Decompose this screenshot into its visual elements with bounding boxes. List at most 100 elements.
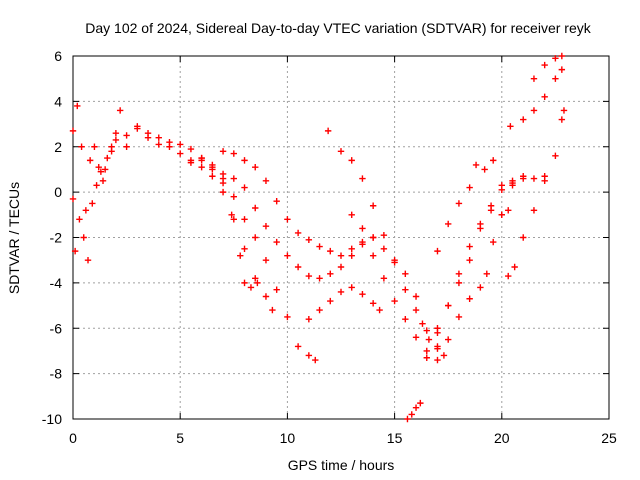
data-point	[404, 415, 411, 423]
data-point	[294, 263, 302, 271]
data-point	[391, 297, 398, 305]
series-track-2	[69, 123, 276, 314]
series-track-10	[434, 173, 548, 364]
data-point	[284, 313, 291, 321]
data-point	[262, 222, 270, 230]
data-point	[348, 252, 355, 259]
data-point	[337, 252, 345, 259]
data-point	[520, 173, 527, 180]
data-point	[93, 182, 100, 189]
data-point	[305, 236, 313, 243]
data-point	[560, 107, 568, 114]
data-point	[520, 234, 527, 241]
data-point	[483, 270, 490, 277]
data-point	[247, 284, 255, 291]
data-point	[440, 352, 448, 359]
data-point	[327, 247, 334, 255]
data-point	[412, 306, 420, 314]
data-point	[408, 411, 415, 418]
data-point	[108, 148, 115, 155]
data-point	[305, 315, 313, 323]
data-point	[498, 182, 505, 189]
data-point	[412, 334, 420, 341]
series-track-14	[507, 66, 566, 130]
data-point	[445, 336, 452, 343]
data-point	[69, 127, 77, 135]
data-point	[177, 141, 184, 148]
data-point	[187, 159, 195, 166]
data-point	[434, 356, 441, 364]
y-tick-label: -8	[50, 366, 63, 382]
data-point	[252, 234, 259, 241]
data-point	[369, 300, 377, 307]
data-point	[412, 293, 420, 300]
data-point	[455, 200, 463, 207]
data-point	[82, 207, 90, 214]
data-point	[316, 243, 323, 250]
data-point	[477, 225, 484, 232]
data-point	[155, 134, 162, 141]
data-point	[312, 356, 319, 364]
data-point	[425, 336, 433, 343]
data-point	[294, 343, 302, 350]
y-tick-label: -2	[50, 230, 63, 246]
data-point	[423, 354, 430, 361]
x-tick-label: 20	[494, 430, 510, 446]
series-track-9	[402, 207, 512, 343]
data-point	[348, 284, 355, 291]
data-point	[155, 141, 162, 148]
data-point	[91, 143, 98, 150]
data-point	[316, 306, 323, 314]
data-point	[466, 184, 473, 191]
data-point	[166, 143, 173, 150]
data-point	[305, 352, 313, 359]
series-track-12	[434, 157, 527, 255]
y-axis-label: SDTVAR / TECUs	[6, 182, 22, 294]
series-track-6	[305, 284, 383, 323]
data-point	[273, 238, 280, 246]
data-point	[337, 288, 345, 296]
data-point	[359, 291, 366, 298]
data-point	[530, 207, 538, 214]
data-point	[104, 154, 111, 162]
data-point	[487, 202, 495, 209]
data-point	[71, 247, 79, 255]
y-tick-label: 4	[54, 93, 62, 109]
data-point	[123, 143, 130, 150]
data-point	[455, 270, 463, 277]
data-point	[209, 173, 216, 180]
data-point	[86, 157, 94, 164]
data-point	[509, 177, 516, 184]
data-point	[481, 166, 488, 173]
data-point	[455, 313, 463, 321]
data-point	[348, 245, 355, 253]
series-track-13	[505, 107, 568, 280]
data-point	[187, 145, 195, 153]
data-point	[80, 234, 87, 241]
data-point	[241, 245, 248, 253]
data-point	[466, 256, 473, 264]
data-point	[369, 252, 377, 259]
data-point	[324, 127, 332, 135]
data-point	[419, 320, 426, 327]
data-point	[254, 279, 261, 287]
data-point	[380, 275, 388, 282]
data-point	[241, 157, 248, 164]
data-point	[337, 148, 345, 155]
data-point	[511, 263, 518, 271]
data-point	[530, 175, 538, 182]
data-point	[134, 123, 141, 130]
data-point	[477, 284, 484, 291]
x-tick-label: 10	[280, 430, 296, 446]
data-point	[359, 225, 366, 232]
data-point	[101, 166, 109, 173]
data-point	[558, 52, 566, 60]
data-point	[219, 170, 227, 178]
data-point	[552, 55, 559, 62]
data-point	[230, 175, 237, 182]
data-point	[273, 286, 280, 293]
x-tick-label: 25	[601, 430, 617, 446]
data-point	[262, 256, 270, 264]
x-axis-label: GPS time / hours	[288, 457, 395, 473]
data-point	[89, 200, 96, 207]
